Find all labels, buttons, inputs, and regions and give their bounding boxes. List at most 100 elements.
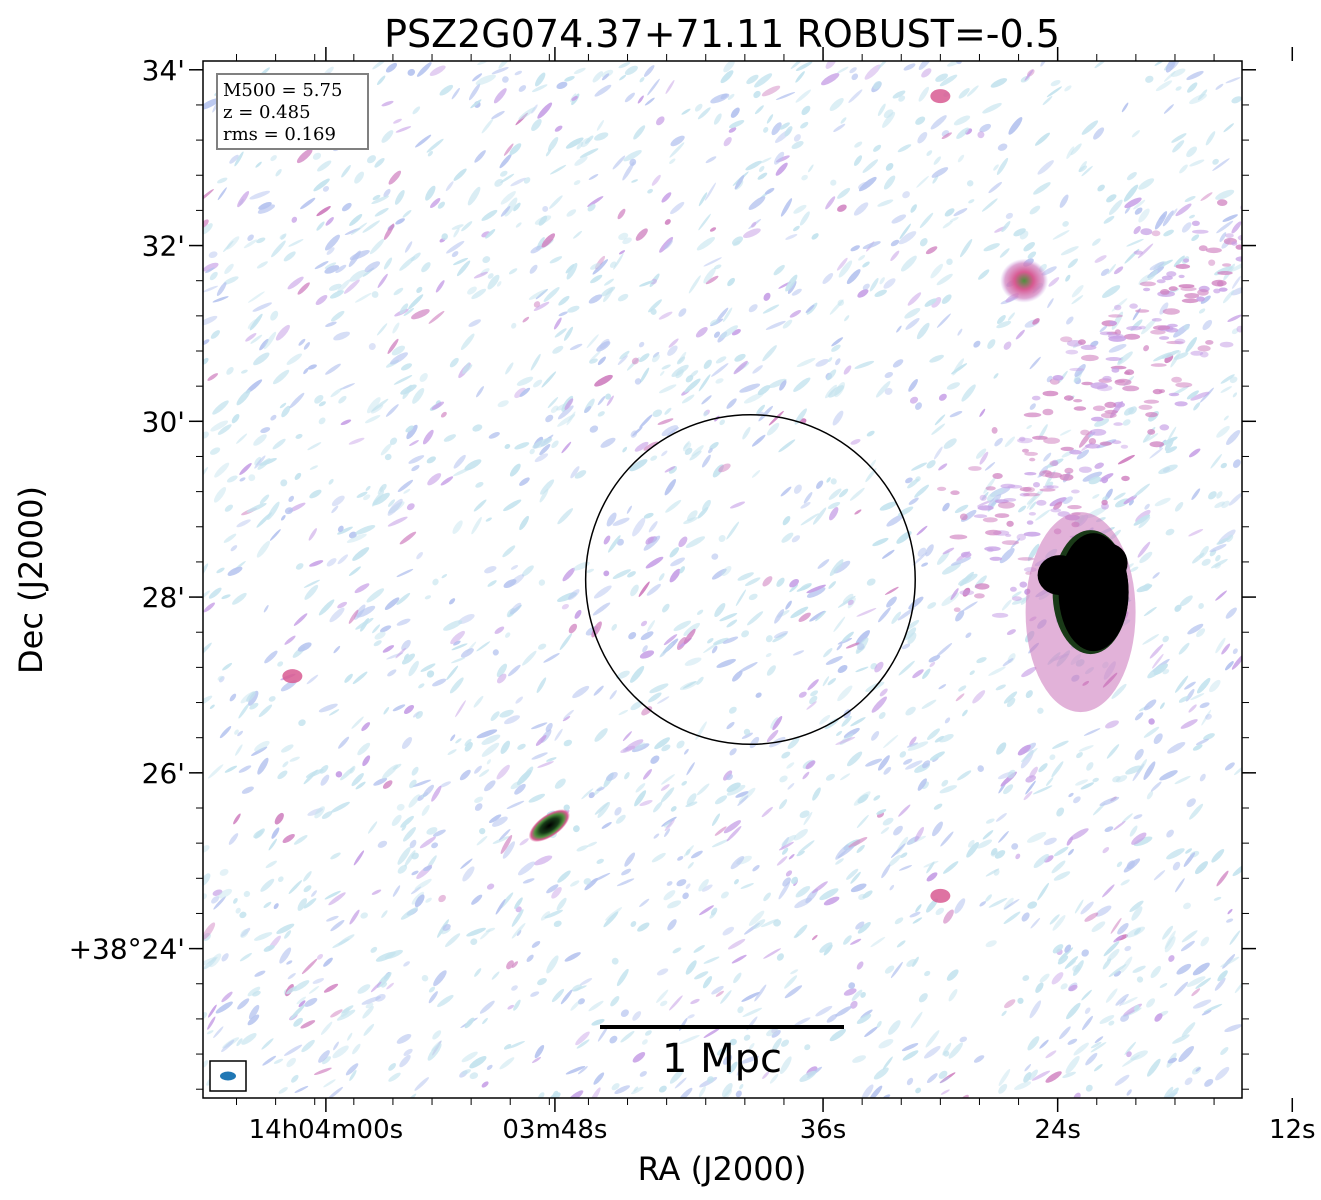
noise-blob <box>998 830 1009 843</box>
noise-blob <box>865 468 877 483</box>
noise-blob <box>1234 982 1242 994</box>
noise-blob <box>234 151 244 167</box>
noise-blob <box>688 275 701 294</box>
noise-blob <box>660 787 675 803</box>
noise-blob <box>481 118 494 134</box>
noise-blob <box>387 338 399 355</box>
noise-blob <box>769 1073 779 1084</box>
noise-blob <box>301 1039 315 1053</box>
diffuse-blob <box>992 473 1003 479</box>
noise-blob <box>939 733 954 743</box>
noise-blob <box>1011 591 1022 598</box>
noise-blob <box>400 907 419 920</box>
noise-blob <box>221 991 233 1003</box>
noise-blob <box>1060 983 1068 990</box>
noise-blob <box>652 409 663 418</box>
noise-blob <box>795 71 805 83</box>
noise-blob <box>1118 357 1124 364</box>
noise-blob <box>709 227 717 232</box>
noise-blob <box>748 1043 755 1050</box>
diffuse-blob <box>1060 336 1073 343</box>
noise-blob <box>803 491 813 504</box>
noise-blob <box>860 991 866 998</box>
noise-blob <box>415 710 423 719</box>
noise-blob <box>537 643 547 650</box>
diffuse-blob <box>959 590 975 596</box>
noise-blob <box>405 425 414 433</box>
noise-blob <box>223 276 239 285</box>
noise-blob <box>1201 709 1212 726</box>
diffuse-blob <box>1023 412 1042 418</box>
noise-blob <box>779 122 790 130</box>
noise-blob <box>1198 308 1206 314</box>
noise-blob <box>1186 798 1196 808</box>
noise-blob <box>898 660 915 676</box>
noise-blob <box>396 568 414 578</box>
noise-blob <box>247 234 254 241</box>
noise-blob <box>1143 606 1157 617</box>
noise-blob <box>554 778 566 789</box>
diffuse-blob <box>1069 449 1082 455</box>
noise-blob <box>536 677 547 693</box>
noise-blob <box>735 589 747 607</box>
noise-blob <box>1126 1051 1132 1058</box>
noise-blob <box>898 804 911 817</box>
noise-blob <box>404 241 413 253</box>
noise-blob <box>412 106 421 115</box>
noise-blob <box>323 957 333 967</box>
noise-blob <box>609 1035 618 1044</box>
noise-blob <box>847 751 863 767</box>
noise-blob <box>924 970 931 977</box>
noise-blob <box>571 984 582 992</box>
noise-blob <box>1125 765 1142 775</box>
noise-blob <box>854 360 875 369</box>
noise-blob <box>603 287 614 303</box>
noise-blob <box>1232 392 1238 398</box>
noise-blob <box>558 295 570 306</box>
noise-blob <box>653 801 663 813</box>
noise-blob <box>539 488 549 503</box>
noise-blob <box>807 164 814 173</box>
noise-blob <box>782 515 791 526</box>
noise-blob <box>1227 908 1233 915</box>
noise-blob <box>847 599 854 606</box>
noise-blob <box>257 204 275 214</box>
noise-blob <box>941 779 949 787</box>
noise-blob <box>763 892 771 902</box>
noise-blob <box>1143 726 1160 738</box>
diffuse-blob <box>985 529 1002 536</box>
noise-blob <box>592 71 604 83</box>
noise-blob <box>474 803 483 811</box>
noise-blob <box>367 821 378 834</box>
noise-blob <box>685 960 697 975</box>
noise-blob <box>703 257 722 267</box>
noise-blob <box>697 507 709 519</box>
noise-blob <box>1064 85 1072 92</box>
noise-blob <box>411 766 419 776</box>
noise-blob <box>433 970 447 987</box>
scale-bar-label: 1 Mpc <box>662 1036 782 1082</box>
noise-blob <box>825 656 843 665</box>
noise-blob <box>1113 935 1123 943</box>
diffuse-blob <box>1174 338 1186 345</box>
noise-blob <box>1152 572 1160 579</box>
diffuse-blob <box>1120 444 1129 449</box>
noise-blob <box>696 609 704 615</box>
noise-blob <box>535 735 547 746</box>
x-tick-label: 36s <box>800 1115 847 1145</box>
noise-blob <box>650 455 658 461</box>
noise-blob <box>460 333 475 351</box>
noise-blob <box>793 377 811 392</box>
noise-blob <box>551 440 559 449</box>
noise-blob <box>491 67 509 75</box>
noise-blob <box>927 602 937 609</box>
diffuse-blob <box>1133 250 1144 255</box>
diffuse-blob <box>1199 351 1209 358</box>
noise-blob <box>1167 426 1177 441</box>
diffuse-blob <box>1114 304 1122 311</box>
noise-blob <box>908 596 924 610</box>
noise-blob <box>658 1085 667 1093</box>
noise-blob <box>304 997 318 1007</box>
noise-blob <box>899 751 907 758</box>
noise-blob <box>217 187 227 201</box>
